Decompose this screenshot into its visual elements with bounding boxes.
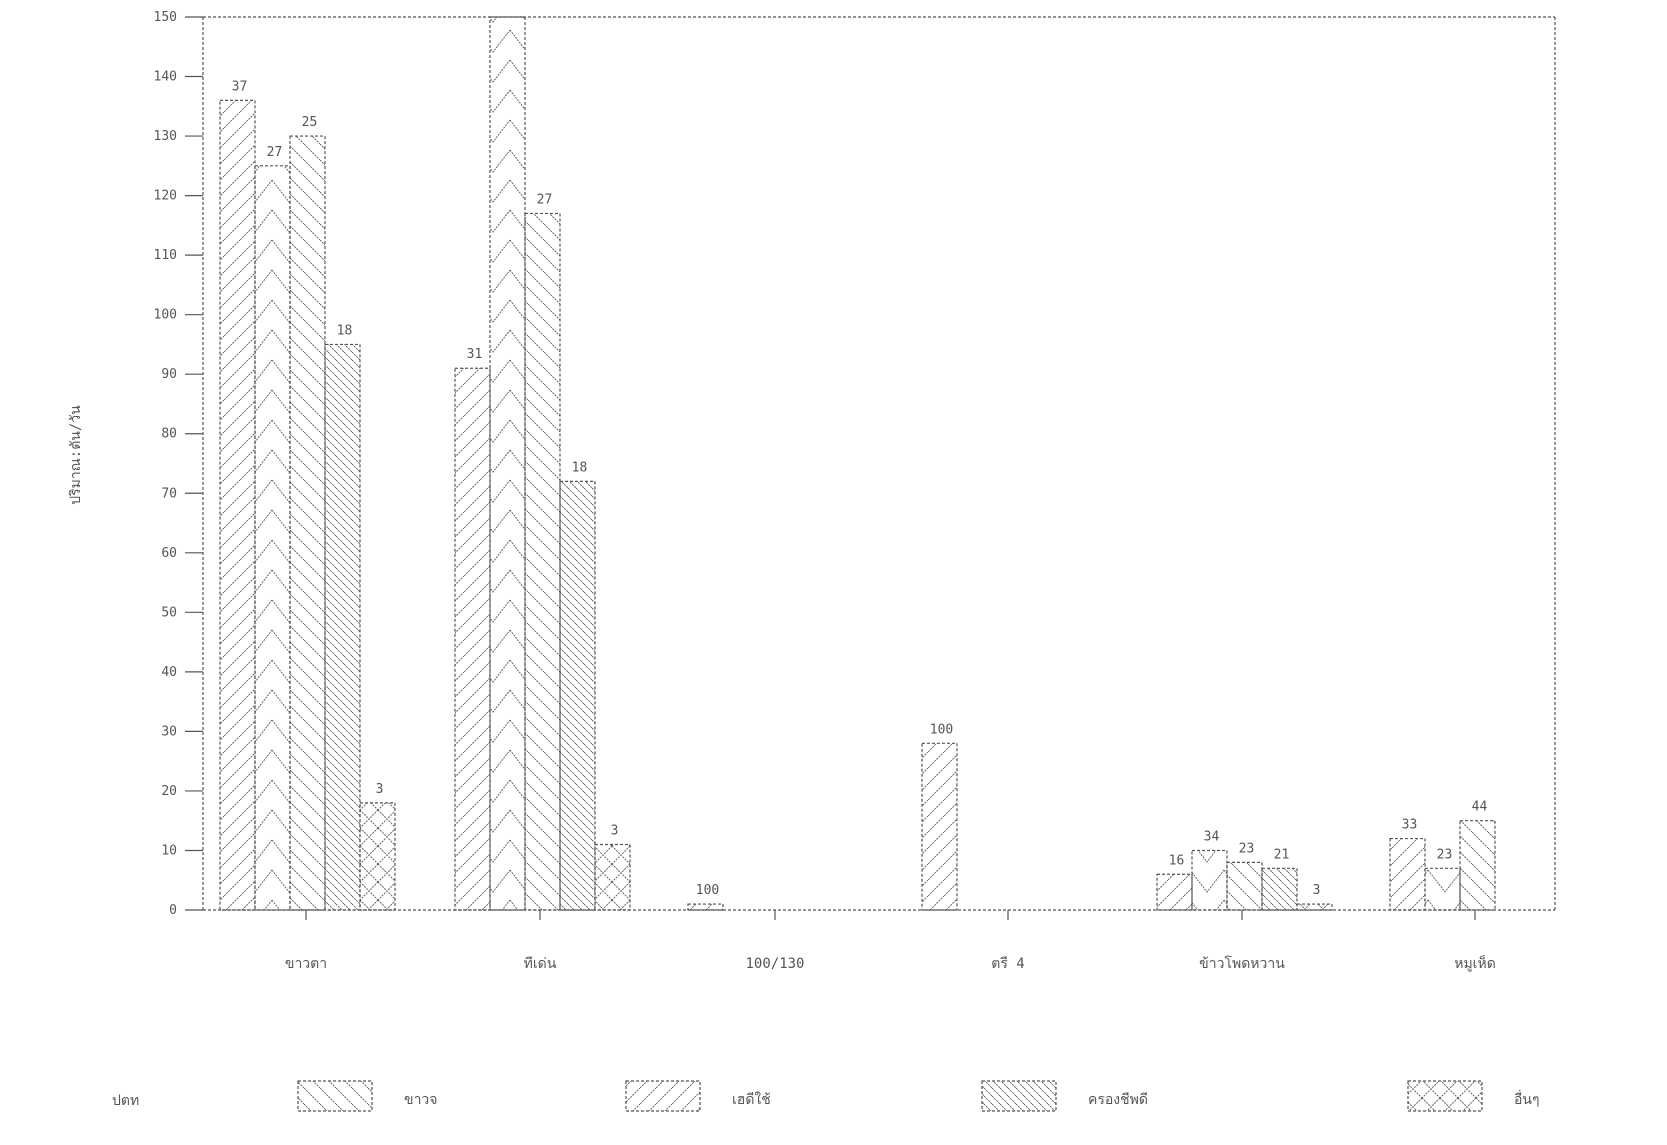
data-label: 23 <box>1437 847 1453 862</box>
legend-label: เฮดีใช้ <box>732 1091 771 1108</box>
bar <box>359 802 396 911</box>
data-label: 18 <box>337 323 353 338</box>
x-category-label: ตรี 4 <box>991 956 1024 972</box>
y-tick-label: 30 <box>161 724 177 739</box>
bar <box>454 367 491 911</box>
data-label: 3 <box>1313 883 1321 898</box>
data-label: 3 <box>611 824 619 839</box>
x-category-label: ข้าวโพดหวาน <box>1199 955 1285 972</box>
y-tick-label: 60 <box>161 546 177 561</box>
data-label: 23 <box>1239 841 1255 856</box>
legend-swatch <box>297 1080 373 1112</box>
y-tick-label: 10 <box>161 843 177 858</box>
legend-label: อื่นๆ <box>1514 1090 1540 1108</box>
y-tick-label: 40 <box>161 665 177 680</box>
bar <box>1261 867 1298 911</box>
data-label: 100 <box>696 883 719 898</box>
bars <box>219 16 1496 911</box>
y-tick-label: 50 <box>161 605 177 620</box>
x-category-label: 100/130 <box>745 956 804 972</box>
data-label: 25 <box>302 115 318 130</box>
data-label: 3 <box>376 782 384 797</box>
data-label: 37 <box>232 79 248 94</box>
bar <box>1191 849 1228 911</box>
bar <box>1226 861 1263 911</box>
data-label: 100 <box>930 722 953 737</box>
y-tick-label: 120 <box>154 189 177 204</box>
data-label: 34 <box>1204 829 1220 844</box>
data-label: 27 <box>267 145 283 160</box>
y-tick-label: 150 <box>154 10 177 25</box>
legend-label: ครองชีพดี <box>1088 1092 1148 1108</box>
data-label: 44 <box>1472 800 1488 815</box>
bar <box>324 343 361 911</box>
legend: ปตท ขาวจ เฮดีใช้ ครองชีพดี อื่นๆ <box>112 1080 1540 1112</box>
x-category-label: หมูเห็ด <box>1454 954 1496 972</box>
data-label: 18 <box>572 460 588 475</box>
legend-prefix: ปตท <box>112 1093 139 1109</box>
bar <box>1424 867 1461 911</box>
bar <box>687 903 724 911</box>
y-tick-label: 20 <box>161 784 177 799</box>
y-tick-label: 100 <box>154 308 177 323</box>
bar <box>921 742 958 911</box>
plot-frame <box>202 16 1556 911</box>
legend-label: ขาวจ <box>404 1092 438 1108</box>
y-tick-label: 80 <box>161 427 177 442</box>
data-label: 21 <box>1274 847 1290 862</box>
bar <box>489 16 526 911</box>
legend-swatch <box>625 1080 701 1112</box>
legend-swatch <box>1407 1080 1483 1112</box>
y-tick-label: 70 <box>161 486 177 501</box>
bar <box>1389 837 1426 911</box>
y-tick-label: 0 <box>169 903 177 918</box>
bar <box>254 165 291 911</box>
y-tick-label: 110 <box>154 248 177 263</box>
bar <box>1156 873 1193 911</box>
bar <box>594 843 631 911</box>
bar <box>289 135 326 911</box>
y-axis: 0 10 20 30 40 50 60 70 80 90 100 110 120 130 140 150 <box>154 10 203 918</box>
data-label: 27 <box>537 192 553 207</box>
bar <box>219 99 256 911</box>
legend-swatch <box>981 1080 1057 1112</box>
data-label: 16 <box>1169 853 1185 868</box>
bar <box>559 480 596 911</box>
y-axis-title: ปริมาณ:ตัน/วัน <box>68 405 84 505</box>
x-category-label: ขาวตา <box>285 956 327 972</box>
x-axis: ขาวตา ทีเด่น 100/130 ตรี 4 ข้าวโพดหวาน หมูเห็… <box>285 910 1496 972</box>
data-label: 33 <box>1402 818 1418 833</box>
bar <box>1459 820 1496 911</box>
x-category-label: ทีเด่น <box>524 956 557 972</box>
data-label: 31 <box>467 347 483 362</box>
y-tick-label: 140 <box>154 70 177 85</box>
bar <box>524 212 561 911</box>
bar <box>1296 903 1333 911</box>
y-tick-label: 90 <box>161 367 177 382</box>
y-tick-label: 130 <box>154 129 177 144</box>
